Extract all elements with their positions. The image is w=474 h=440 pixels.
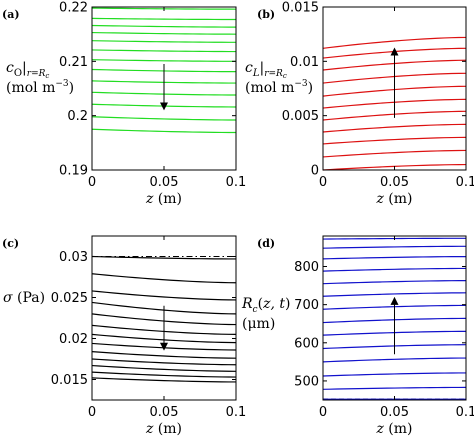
x-axis-label: z (m) <box>145 191 182 207</box>
series-line-2 <box>91 24 237 28</box>
series-line-3 <box>322 123 467 133</box>
ytick-label: 0.025 <box>51 291 88 306</box>
ytick-label: 0.01 <box>290 55 319 70</box>
ytick-label: 0.005 <box>282 109 319 124</box>
series-line-1 <box>91 273 237 284</box>
ytick-label: 0 <box>311 164 319 179</box>
ytick-label: 700 <box>294 298 319 313</box>
xtick-label: 0.05 <box>380 405 409 420</box>
series-line-2 <box>322 136 467 145</box>
ytick-label: 0.03 <box>59 250 88 265</box>
series-line-5 <box>91 49 237 53</box>
series-line-0 <box>91 255 237 260</box>
x-axis-label: z (m) <box>375 191 412 207</box>
series-line-11 <box>91 371 237 378</box>
xtick-label: 0.05 <box>380 175 409 190</box>
series-line-12 <box>91 377 237 383</box>
series-line-1 <box>322 149 467 158</box>
xtick-label: 0 <box>319 175 327 190</box>
series-line-8 <box>91 351 237 359</box>
panel-a: (a) 0.19 0.2 0.21 0.22 0 0.05 0.1 z (m) cO|r=Rc(m… <box>2 1 246 208</box>
series-line-2 <box>322 372 467 377</box>
series-line-11 <box>322 256 467 260</box>
ytick-label: 0.015 <box>282 1 319 16</box>
ytick-label: 0.19 <box>59 164 88 179</box>
xtick-label: 0.05 <box>150 175 179 190</box>
series-line-10 <box>91 364 237 372</box>
panel-label: (b) <box>257 8 275 21</box>
ytick-label: 0.2 <box>67 109 88 124</box>
y-axis-label-line2: (mol m−3) <box>245 79 313 96</box>
xtick-label: 0 <box>88 405 96 420</box>
series-line-1 <box>322 386 467 390</box>
xtick-label: 0.1 <box>456 175 474 190</box>
series-line-10 <box>322 267 467 272</box>
series-line-10 <box>322 36 467 49</box>
series-line-1 <box>91 17 237 21</box>
series-line-8 <box>322 292 467 297</box>
xtick-label: 0.1 <box>226 405 247 420</box>
series-line-12 <box>91 128 237 134</box>
xtick-label: 0.1 <box>226 175 247 190</box>
y-axis-label-line2: (mol m−3) <box>6 79 74 96</box>
y-axis-label-line1: σ (Pa) <box>3 290 45 306</box>
panel-d: (d) 500 600 700 800 0 0.05 0.1 z (m) Rc(z, t)(μm) <box>241 235 474 437</box>
xtick-label: 0 <box>319 405 327 420</box>
panel-label: (d) <box>257 237 275 250</box>
ytick-label: 0.02 <box>59 332 88 347</box>
y-axis-label-line2: (μm) <box>242 316 275 332</box>
series-line-2 <box>91 290 237 301</box>
y-axis-label-line1: cO|r=Rc <box>6 60 49 80</box>
ytick-label: 800 <box>294 260 319 275</box>
x-axis-label: z (m) <box>375 421 412 437</box>
ytick-label: 600 <box>294 336 319 351</box>
ytick-label: 0.22 <box>59 1 88 16</box>
panel-label: (c) <box>2 237 19 250</box>
series-line-9 <box>91 358 237 366</box>
xtick-label: 0.1 <box>456 405 474 420</box>
ytick-label: 0.21 <box>59 55 88 70</box>
xtick-label: 0 <box>88 175 96 190</box>
series-line-12 <box>322 245 467 249</box>
ytick-label: 500 <box>294 374 319 389</box>
series-line-3 <box>322 357 467 363</box>
series-line-9 <box>322 280 467 285</box>
series-line-3 <box>91 31 237 35</box>
panel-label: (a) <box>2 8 20 21</box>
series-line-11 <box>91 116 237 121</box>
panel-c: (c) 0.015 0.02 0.025 0.03 0 0.05 0.1 z (m) σ (Pa) <box>2 235 247 437</box>
ytick-label: 0.015 <box>51 373 88 388</box>
series-line-4 <box>91 40 237 43</box>
y-axis-label-line1: cL|r=Rc <box>245 60 287 80</box>
series-line-6 <box>91 59 237 62</box>
y-axis-label-line1: Rc(z, t) <box>241 296 290 315</box>
x-axis-label: z (m) <box>145 421 182 437</box>
panel-b: (b) 0 0.005 0.01 0.015 0 0.05 0.1 z (m) cL|r=Rc(m… <box>245 1 474 208</box>
xtick-label: 0.05 <box>150 405 179 420</box>
